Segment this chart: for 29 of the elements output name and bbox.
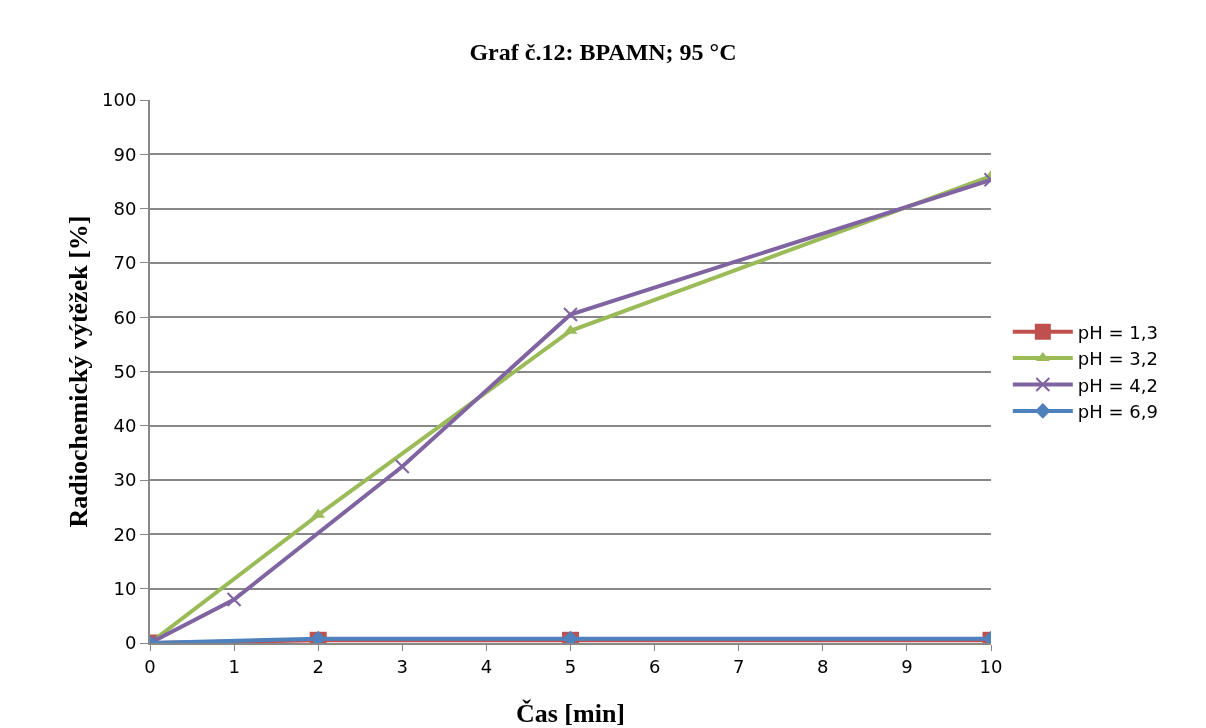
x-tick-label: 10 bbox=[979, 655, 1003, 677]
x-tick-label: 5 bbox=[564, 655, 577, 677]
y-tick-label: 70 bbox=[113, 252, 137, 274]
legend-label: pH = 3,2 bbox=[1077, 348, 1158, 370]
legend-label: pH = 1,3 bbox=[1077, 321, 1158, 343]
x-axis-title: Čas [min] bbox=[515, 699, 626, 728]
y-tick-label: 10 bbox=[113, 578, 137, 599]
chart-title: Graf č.12: BPAMN; 95 °C bbox=[469, 39, 737, 66]
y-tick-label: 20 bbox=[113, 523, 137, 545]
y-tick-label: 0 bbox=[124, 632, 137, 654]
y-tick-label: 100 bbox=[102, 89, 137, 111]
x-tick-label: 6 bbox=[648, 655, 661, 677]
y-axis-title: Radiochemický výtěžek [%] bbox=[64, 215, 93, 528]
x-tick-label: 3 bbox=[396, 655, 409, 677]
x-tick-label: 4 bbox=[480, 655, 493, 677]
legend-label: pH = 4,2 bbox=[1077, 374, 1158, 396]
y-tick-label: 80 bbox=[113, 197, 137, 219]
y-tick-label: 90 bbox=[113, 143, 137, 165]
x-tick-label: 8 bbox=[817, 655, 829, 677]
x-tick-label: 1 bbox=[228, 655, 240, 677]
legend-label: pH = 6,9 bbox=[1077, 400, 1158, 422]
y-tick-label: 50 bbox=[113, 360, 137, 382]
x-tick-label: 2 bbox=[312, 655, 324, 677]
y-tick-label: 40 bbox=[113, 415, 137, 437]
y-tick-label: 30 bbox=[113, 469, 137, 491]
x-tick-label: 7 bbox=[732, 655, 745, 677]
x-tick-label: 0 bbox=[144, 655, 156, 677]
x-tick-label: 9 bbox=[901, 655, 913, 677]
y-tick-label: 60 bbox=[113, 306, 137, 328]
